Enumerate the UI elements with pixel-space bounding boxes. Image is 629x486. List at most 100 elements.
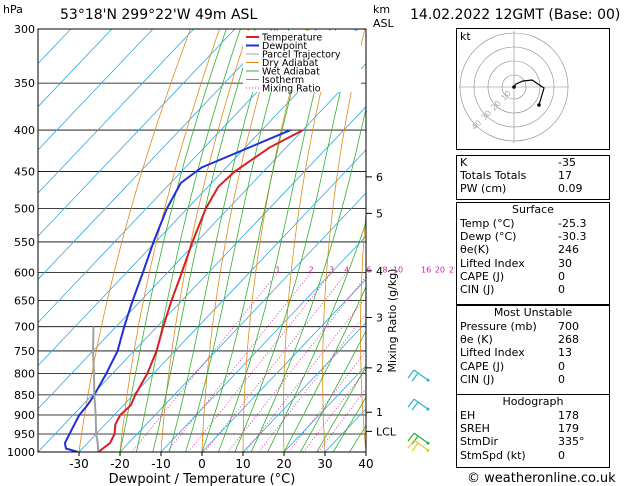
dewpoint-profile <box>63 129 291 452</box>
surface-label: CAPE (J) <box>460 269 505 283</box>
mixing-ratio-label: 16 <box>421 266 431 275</box>
legend-label: Wet Adiabat <box>262 67 320 78</box>
hodograph-label: StmDir <box>460 435 499 449</box>
km-tick-label: 2 <box>376 362 383 375</box>
surface-label: Dewp (°C) <box>460 230 517 244</box>
temperature-tick-label: 20 <box>276 457 291 471</box>
hodograph-table: EH 178 SREH 179 StmDir 335° StmSpd (kt) 0 <box>457 409 609 462</box>
index-row: PW (cm) 0.09 <box>457 182 609 195</box>
hodograph-value: 0 <box>558 448 565 462</box>
dry-adiabat-line <box>201 29 278 452</box>
mixing-ratio-line <box>166 272 312 452</box>
pressure-tick-label: 300 <box>14 23 35 36</box>
dry-adiabat-line <box>242 29 308 452</box>
surface-value: 246 <box>558 243 579 257</box>
pressure-tick-label: 350 <box>14 77 35 90</box>
surface-value: 30 <box>558 256 572 270</box>
wet-adiabat-line <box>136 29 241 452</box>
most-unstable-value: 13 <box>558 346 572 360</box>
most-unstable-row: Lifted Index 13 <box>457 346 609 359</box>
most-unstable-label: θe (K) <box>460 333 493 347</box>
km-tick-label: 6 <box>376 171 383 184</box>
hodograph-label: SREH <box>460 422 490 436</box>
hodograph-kt-label: kt <box>460 30 471 43</box>
isotherm-line <box>38 62 366 410</box>
most-unstable-label: CIN (J) <box>460 372 495 386</box>
temperature-tick-label: 40 <box>358 457 373 471</box>
skewt-diagram: 3003504004505005506006507007508008509009… <box>7 23 455 486</box>
hodograph-ring-label: 20 <box>489 99 503 113</box>
hodograph-table-title: Hodograph <box>502 395 564 408</box>
temperature-profile <box>97 129 304 452</box>
isotherm-line <box>38 29 72 65</box>
most-unstable-label: Pressure (mb) <box>460 320 537 333</box>
pressure-tick-label: 850 <box>14 389 35 402</box>
location-label: 53°18'N 299°22'W 49m ASL <box>60 7 258 23</box>
hodograph-table-box: Hodograph EH 178 SREH 179 StmDir 335° StmSpd (… <box>456 394 610 468</box>
pressure-tick-label: 500 <box>14 202 35 215</box>
wet-adiabat-line <box>119 29 227 452</box>
mixing-ratio-line <box>131 272 279 452</box>
mixing-ratio-line <box>303 369 366 452</box>
most-unstable-row: θe (K) 268 <box>457 333 609 346</box>
pressure-tick-label: 600 <box>14 267 35 280</box>
index-label: Totals Totals <box>460 169 527 183</box>
surface-row: CIN (J) 0 <box>457 283 609 296</box>
isotherm-line <box>38 29 113 108</box>
surface-row: Dewp (°C) -30.3 <box>457 230 609 243</box>
pressure-tick-label: 400 <box>14 124 35 137</box>
pressure-tick-label: 700 <box>14 321 35 334</box>
parcel-trajectory <box>92 326 100 452</box>
pressure-tick-label: 750 <box>14 345 35 358</box>
pressure-tick-label: 550 <box>14 236 35 249</box>
isotherm-line <box>38 29 154 151</box>
wet-adiabat-line <box>218 29 331 452</box>
legend-label: Parcel Trajectory <box>262 50 341 61</box>
surface-label: Temp (°C) <box>460 217 515 230</box>
pressure-tick-label: 450 <box>14 165 35 178</box>
dry-adiabat-line <box>160 29 249 452</box>
wind-barb <box>407 369 430 382</box>
legend-background <box>243 31 361 92</box>
pressure-tick-label: 950 <box>14 428 35 441</box>
index-value: 17 <box>558 169 572 183</box>
surface-row: θe(K) 246 <box>457 243 609 256</box>
pressure-tick-label: 1000 <box>7 446 35 459</box>
pressure-tick-label: 900 <box>14 409 35 422</box>
wind-barb <box>407 432 430 445</box>
mixing-ratio-axis-title: Mixing Ratio (g/kg) <box>386 269 399 373</box>
surface-label: Lifted Index <box>460 256 525 270</box>
surface-label: CIN (J) <box>460 283 495 297</box>
wet-adiabat-line <box>152 29 256 452</box>
most-unstable-value: 268 <box>558 333 579 347</box>
mixing-ratio-label: 4 <box>344 266 349 275</box>
wet-adiabat-line <box>283 285 366 452</box>
most-unstable-value: 700 <box>558 320 579 333</box>
surface-row: Lifted Index 30 <box>457 257 609 270</box>
most-unstable-label: Lifted Index <box>460 346 525 360</box>
surface-value: 0 <box>558 283 565 297</box>
isotherm-line <box>38 29 277 280</box>
hodograph-row: StmDir 335° <box>457 435 609 448</box>
km-tick-label: 1 <box>376 406 383 419</box>
wet-adiabat-line <box>332 396 366 452</box>
isotherm-line <box>38 29 236 237</box>
pressure-unit-label: hPa <box>3 3 23 16</box>
temperature-tick-label: 0 <box>198 457 206 471</box>
pressure-tick-label: 650 <box>14 295 35 308</box>
index-row: Totals Totals 17 <box>457 169 609 182</box>
dry-adiabat-line <box>322 29 366 452</box>
dry-adiabat-line <box>119 29 220 452</box>
km-tick-label: 3 <box>376 312 383 325</box>
surface-table: Temp (°C) -25.3 Dewp (°C) -30.3 θe(K) 246 Lift… <box>457 217 609 296</box>
hodograph-panel: 10 20 30 40 kt <box>456 28 610 150</box>
index-value: -35 <box>558 156 576 169</box>
isotherm-line <box>283 365 366 452</box>
index-row: K -35 <box>457 156 609 169</box>
indices-table: K -35 Totals Totals 17 PW (cm) 0.09 <box>457 156 609 196</box>
isotherm-line <box>242 321 366 452</box>
surface-title: Surface <box>512 203 554 216</box>
x-axis-title: Dewpoint / Temperature (°C) <box>109 472 296 486</box>
legend-label: Mixing Ratio <box>262 84 321 95</box>
temperature-tick-label: -20 <box>110 457 130 471</box>
